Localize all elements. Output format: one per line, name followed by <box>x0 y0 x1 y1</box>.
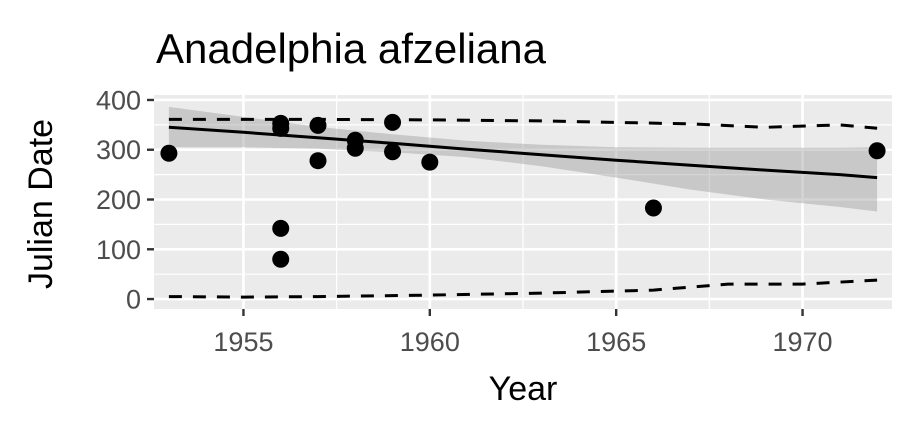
x-axis-title: Year <box>489 370 558 408</box>
data-point <box>160 144 178 162</box>
data-point <box>384 113 402 131</box>
data-point <box>868 142 886 160</box>
y-axis: 0 100 200 300 400 <box>96 85 154 315</box>
y-axis-title: Julian Date <box>22 119 60 289</box>
y-tick-label: 300 <box>96 135 141 165</box>
chart-title: Anadelphia afzeliana <box>156 25 547 72</box>
y-tick-label: 100 <box>96 235 141 265</box>
data-point <box>309 116 327 134</box>
x-tick-label: 1970 <box>773 327 833 357</box>
data-point <box>272 119 290 137</box>
y-tick-label: 400 <box>96 85 141 115</box>
y-tick-label: 0 <box>126 285 141 315</box>
data-point <box>272 219 290 237</box>
data-point <box>644 199 662 217</box>
x-tick-label: 1965 <box>586 327 646 357</box>
lower-dashed-line <box>168 278 878 299</box>
x-axis: 1955 1960 1965 1970 <box>213 309 833 357</box>
data-point <box>346 139 364 157</box>
trend-line <box>168 125 878 180</box>
confidence-band <box>168 106 878 212</box>
y-tick-label: 200 <box>96 185 141 215</box>
x-tick-label: 1960 <box>400 327 460 357</box>
x-tick-label: 1955 <box>213 327 273 357</box>
data-point <box>384 143 402 161</box>
data-point <box>272 250 290 268</box>
major-gridlines <box>154 95 892 309</box>
data-point <box>309 152 327 170</box>
data-point <box>421 153 439 171</box>
data-points <box>160 113 886 268</box>
